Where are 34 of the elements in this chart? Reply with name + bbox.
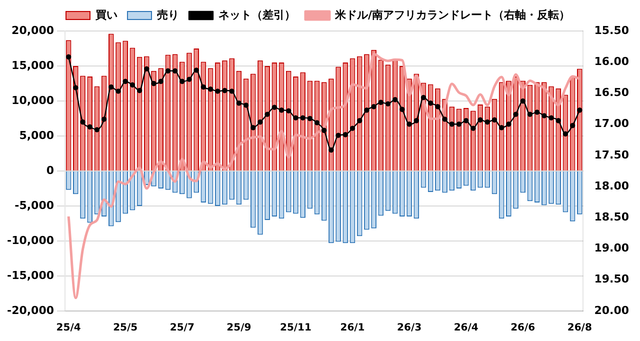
y-tick-label: 0 [46,164,54,177]
x-tick-label: 25/9 [226,322,252,334]
x-tick-label: 25/5 [113,322,138,334]
y-tick-label: 10,000 [12,94,54,107]
x-tick-label: 26/4 [454,322,478,334]
y-tick-label: -20,000 [7,304,54,317]
x-tick-label: 25/11 [280,322,312,334]
y2-tick-label: 18.50 [594,210,630,224]
x-tick-label: 25/4 [56,322,81,334]
y-tick-label: 5,000 [19,128,54,142]
x-tick-label: 26/6 [510,322,536,334]
legend-label: 売り [156,8,179,22]
y2-tick-label: 19.00 [594,242,630,255]
line-series [67,52,581,300]
legend-label: ネット（差引） [218,8,296,22]
y2-tick-label: 18.00 [594,179,630,192]
x-tick-label: 26/1 [340,322,365,334]
y2-tick-label: 17.50 [594,148,630,162]
y2-tick-label: 19.50 [594,272,630,286]
legend-label: 米ドル/南アフリカランドレート（右軸・反転） [334,8,570,22]
y2-tick-label: 17.00 [594,117,630,130]
y-tick-label: -5,000 [14,198,54,212]
y2-tick-label: 20.00 [594,304,630,317]
y2-tick-label: 16.50 [594,86,630,100]
y-tick-label: 15,000 [12,58,54,72]
y-tick-label: -15,000 [7,268,54,282]
y-tick-label: -10,000 [7,234,54,247]
y2-tick-label: 16.00 [594,54,630,68]
x-tick-label: 26/3 [397,322,422,334]
y-tick-label: 20,000 [12,24,54,37]
x-tick-label: 25/7 [170,322,194,334]
y2-tick-label: 15.50 [594,24,630,37]
legend-label: 買い [94,8,118,22]
x-tick-label: 26/8 [567,322,592,334]
